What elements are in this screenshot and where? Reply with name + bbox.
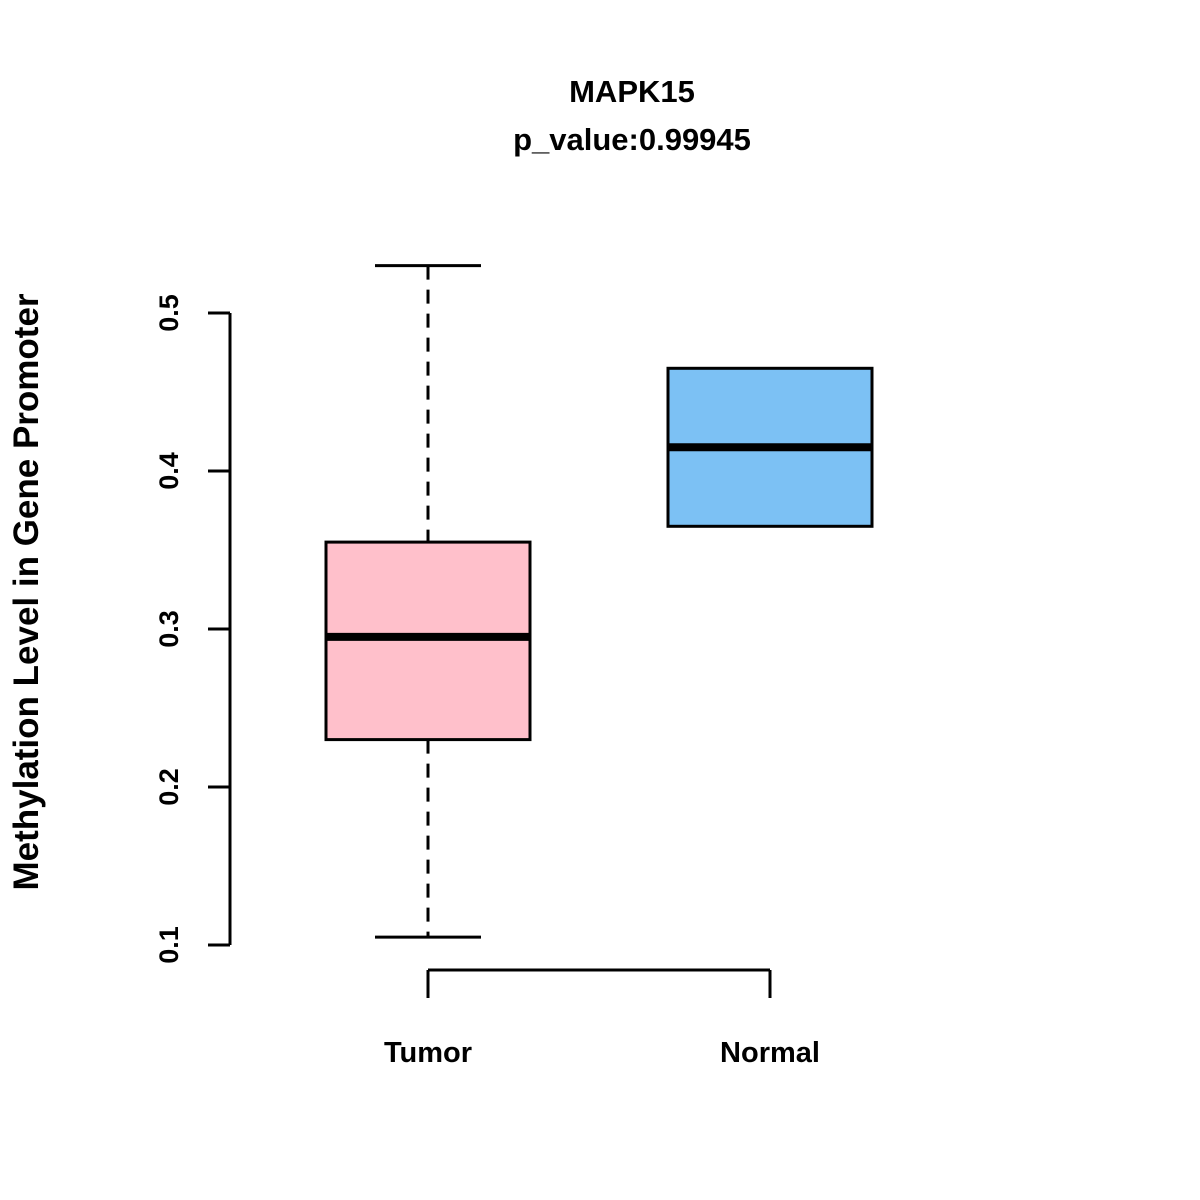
chart-subtitle: p_value:0.99945	[513, 122, 751, 157]
plot-area: 0.1 0.2 0.3 0.4 0.5 Tumor Normal	[154, 264, 874, 1069]
y-tick-label: 0.1	[154, 926, 184, 964]
y-tick-label: 0.5	[154, 294, 184, 332]
x-category-label-tumor: Tumor	[384, 1037, 472, 1069]
x-category-label-normal: Normal	[720, 1037, 820, 1069]
chart-title: MAPK15	[569, 74, 695, 109]
y-tick-label: 0.4	[154, 452, 184, 490]
y-axis-label: Methylation Level in Gene Promoter	[7, 293, 46, 890]
y-tick-label: 0.3	[154, 610, 184, 648]
y-tick-label: 0.2	[154, 768, 184, 806]
